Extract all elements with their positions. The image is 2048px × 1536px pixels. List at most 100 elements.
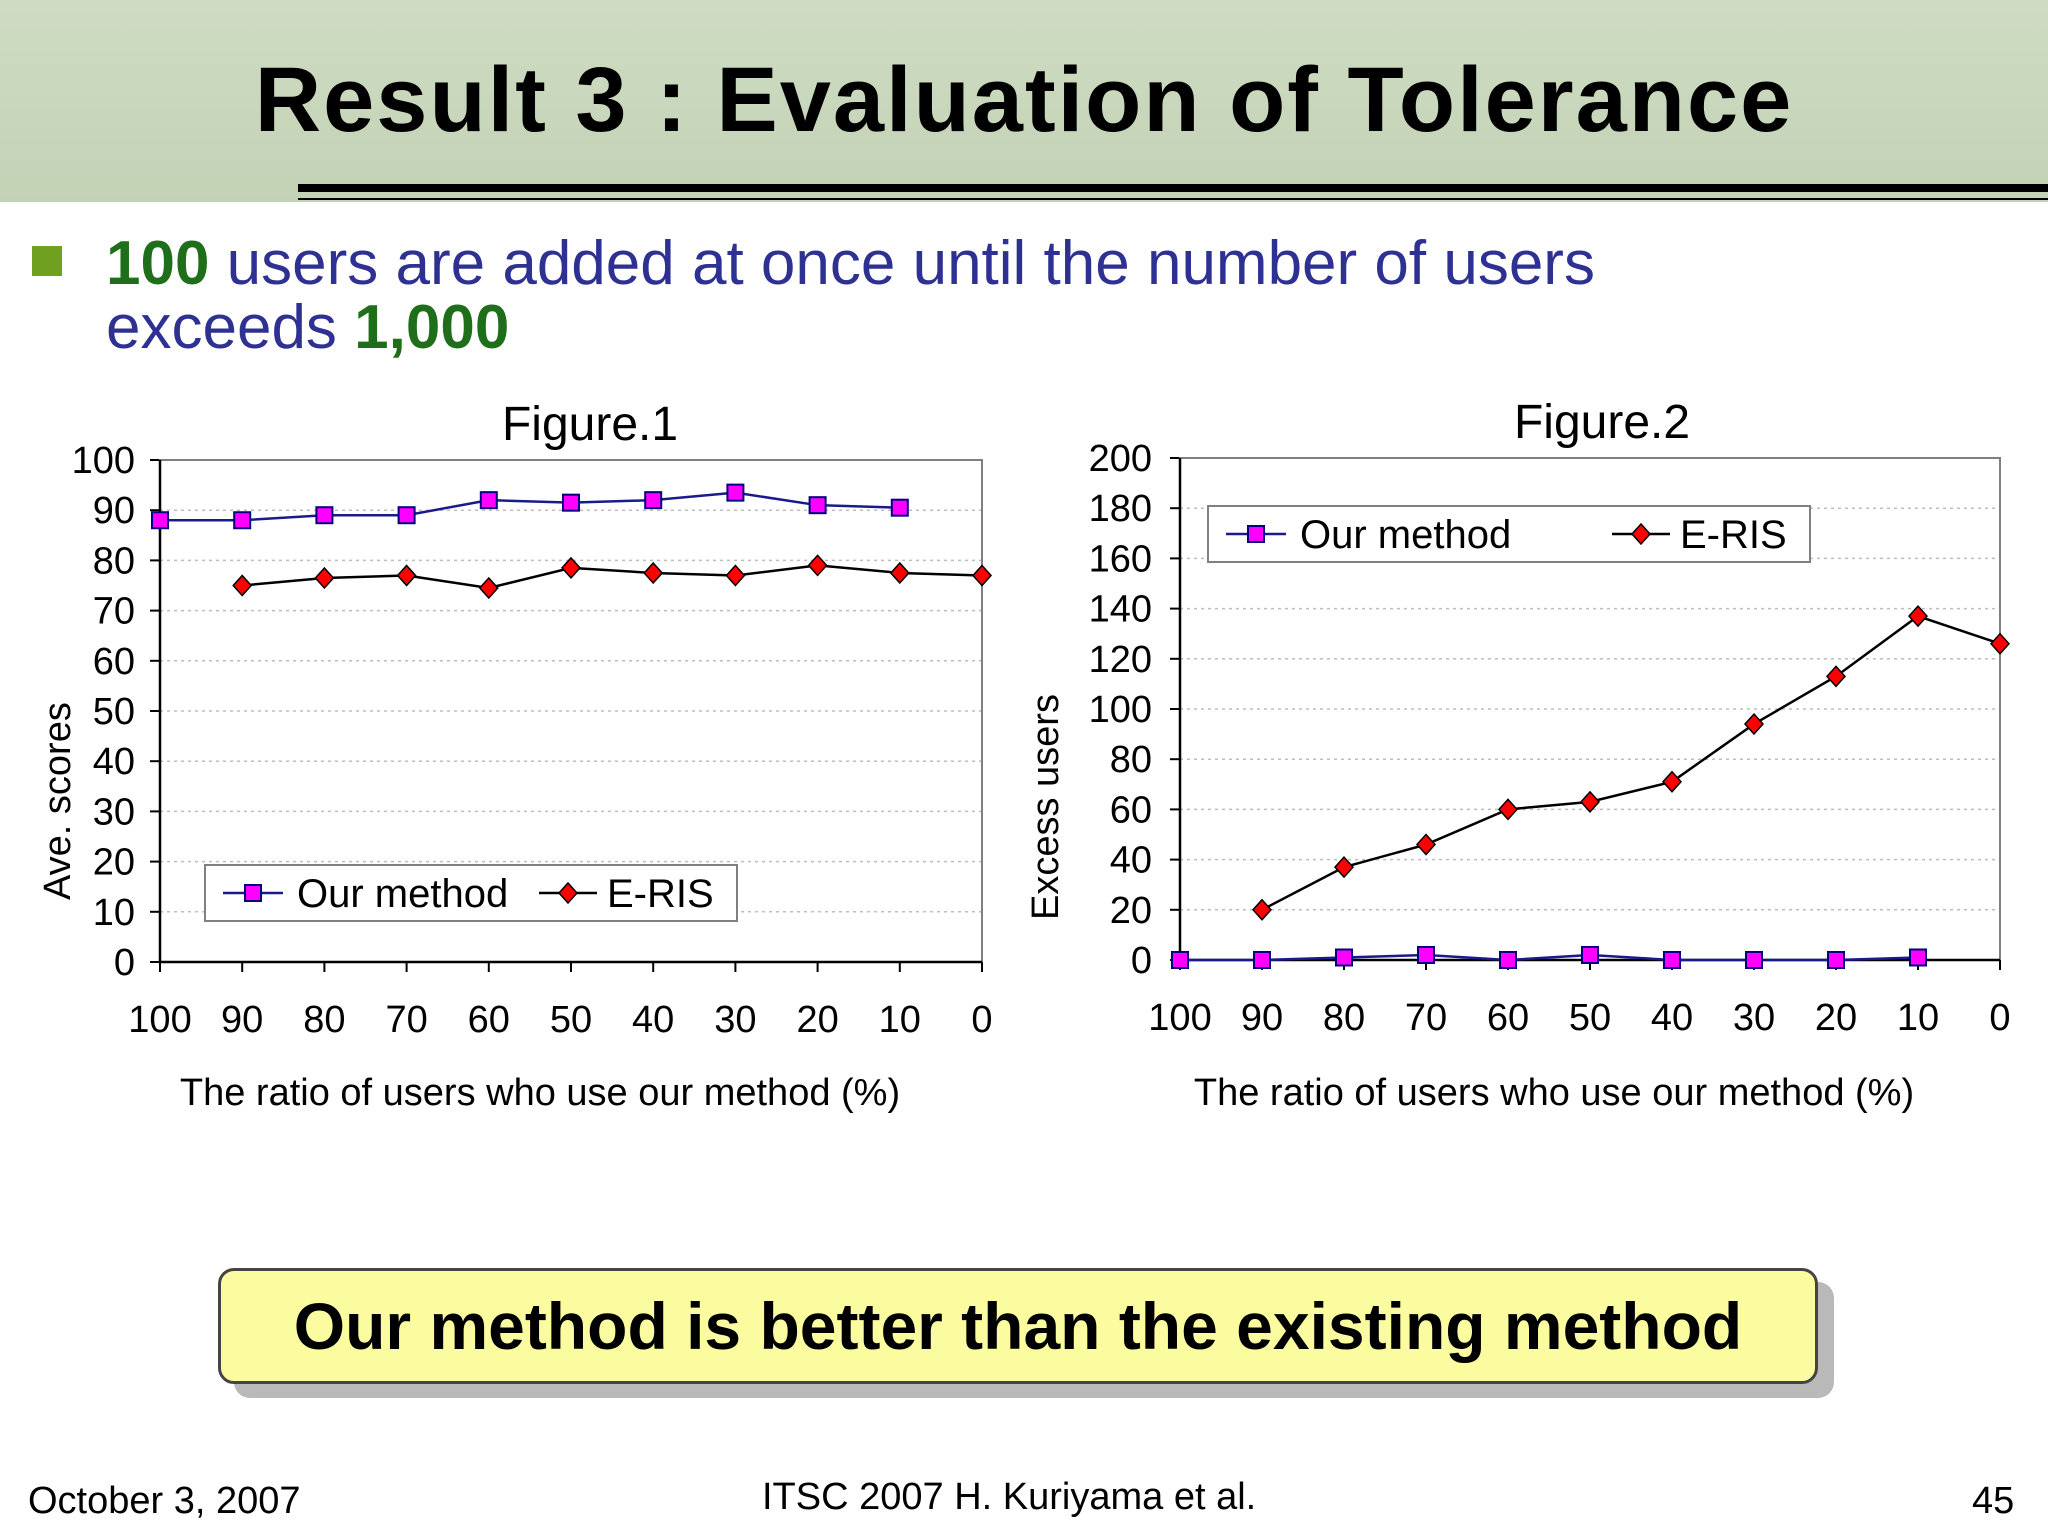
series-e-ris bbox=[1251, 605, 2011, 921]
y-tick-label: 70 bbox=[93, 591, 135, 633]
legend-label-our-method: Our method bbox=[1300, 513, 1511, 557]
data-point-diamond bbox=[314, 566, 335, 590]
data-point-diamond bbox=[396, 564, 417, 587]
data-point-square bbox=[1581, 945, 1599, 964]
legend-label-e-ris: E-RIS bbox=[1680, 513, 1787, 557]
y-tick-label: 90 bbox=[93, 490, 135, 532]
x-axis-label: The ratio of users who use our method (%… bbox=[180, 1072, 900, 1114]
y-tick-label: 80 bbox=[1110, 739, 1152, 781]
bullet-text-2: exceeds bbox=[106, 293, 355, 362]
chart-title: Figure.1 bbox=[502, 398, 678, 451]
data-point-diamond bbox=[1743, 712, 1765, 736]
y-tick-label: 160 bbox=[1089, 538, 1152, 580]
x-tick-label: 80 bbox=[1323, 997, 1365, 1039]
data-point-square bbox=[726, 483, 745, 502]
conclusion-box: Our method is better than the existing m… bbox=[218, 1268, 1818, 1384]
title-band-gap bbox=[0, 202, 298, 206]
title-rule bbox=[298, 184, 2048, 192]
x-tick-label: 50 bbox=[1569, 997, 1611, 1039]
x-tick-label: 60 bbox=[1487, 997, 1529, 1039]
data-point-diamond bbox=[725, 564, 746, 587]
data-point-diamond bbox=[1661, 770, 1683, 793]
x-tick-label: 30 bbox=[714, 999, 756, 1041]
data-point-diamond bbox=[1415, 833, 1437, 856]
y-tick-label: 40 bbox=[93, 741, 135, 783]
bullet-text: 100 users are added at once until the nu… bbox=[106, 232, 1986, 360]
footer-date: October 3, 2007 bbox=[28, 1480, 301, 1522]
legend-marker-square bbox=[1247, 525, 1265, 543]
bullet-number-1000: 1,000 bbox=[354, 293, 510, 362]
x-tick-label: 90 bbox=[1241, 997, 1283, 1039]
x-tick-label: 40 bbox=[1651, 997, 1693, 1039]
footer-page-number: 45 bbox=[1972, 1480, 2015, 1522]
series-e-ris bbox=[232, 554, 993, 600]
x-tick-label: 70 bbox=[1405, 997, 1447, 1039]
y-axis-label: Excess users bbox=[1025, 694, 1067, 920]
x-tick-label: 0 bbox=[1989, 997, 2010, 1039]
y-tick-label: 180 bbox=[1089, 488, 1152, 530]
y-axis-label: Ave. scores bbox=[37, 702, 79, 900]
chart-legend: Our method E-RIS bbox=[204, 864, 738, 922]
y-tick-label: 140 bbox=[1089, 589, 1152, 631]
slide-title: Result 3 : Evaluation of Tolerance bbox=[254, 49, 1794, 151]
y-tick-label: 60 bbox=[1110, 789, 1152, 831]
data-point-square bbox=[479, 491, 498, 510]
series-our-method bbox=[151, 483, 909, 530]
data-point-diamond bbox=[889, 561, 910, 585]
y-tick-label: 10 bbox=[93, 892, 135, 934]
series-our-method bbox=[1171, 945, 1927, 969]
y-tick-label: 120 bbox=[1089, 639, 1152, 681]
bullet-line-1: 100 users are added at once until the nu… bbox=[106, 232, 1986, 296]
x-tick-label: 0 bbox=[971, 999, 992, 1041]
y-tick-label: 60 bbox=[93, 641, 135, 683]
legend-box bbox=[1207, 505, 1811, 563]
legend-marker-diamond bbox=[557, 881, 579, 905]
data-point-diamond bbox=[232, 574, 253, 597]
y-tick-label: 40 bbox=[1110, 840, 1152, 882]
legend-marker-diamond bbox=[1630, 522, 1652, 546]
bullet-square-icon bbox=[32, 246, 62, 276]
data-point-square bbox=[890, 498, 909, 517]
data-point-diamond bbox=[560, 556, 582, 580]
data-point-square bbox=[644, 491, 663, 510]
bullet-line-2: exceeds 1,000 bbox=[106, 296, 1986, 360]
series-line bbox=[1261, 614, 2001, 911]
data-point-diamond bbox=[1989, 632, 2011, 655]
x-tick-label: 80 bbox=[303, 999, 345, 1041]
x-tick-label: 90 bbox=[221, 999, 263, 1041]
x-tick-label: 40 bbox=[632, 999, 674, 1041]
data-point-diamond bbox=[1497, 798, 1519, 821]
chart-legend: Our method E-RIS bbox=[1207, 505, 1811, 563]
footer-credit: ITSC 2007 H. Kuriyama et al. bbox=[762, 1476, 1257, 1518]
y-tick-label: 20 bbox=[93, 842, 135, 884]
data-point-square bbox=[1663, 951, 1681, 969]
legend-label-e-ris: E-RIS bbox=[607, 872, 714, 916]
data-point-diamond bbox=[478, 576, 499, 600]
data-point-diamond bbox=[807, 554, 828, 577]
x-tick-label: 50 bbox=[550, 999, 592, 1041]
title-rule-thin bbox=[298, 198, 2048, 200]
x-tick-label: 100 bbox=[1148, 997, 1211, 1039]
y-tick-label: 0 bbox=[1131, 940, 1152, 982]
data-point-diamond bbox=[1251, 898, 1273, 921]
data-point-diamond bbox=[971, 564, 993, 587]
series-line bbox=[1180, 953, 1919, 962]
y-tick-label: 30 bbox=[93, 791, 135, 833]
data-point-diamond bbox=[1579, 790, 1601, 813]
x-tick-label: 20 bbox=[1815, 997, 1857, 1039]
x-tick-label: 70 bbox=[385, 999, 427, 1041]
x-tick-label: 30 bbox=[1733, 997, 1775, 1039]
data-point-square bbox=[562, 493, 580, 512]
data-point-square bbox=[315, 506, 334, 525]
y-tick-label: 50 bbox=[93, 691, 135, 733]
data-point-square bbox=[1417, 945, 1435, 964]
data-point-square bbox=[1253, 951, 1271, 969]
chart-title: Figure.2 bbox=[1514, 396, 1690, 449]
data-point-square bbox=[1499, 951, 1517, 969]
legend-label-our-method: Our method bbox=[297, 872, 508, 916]
data-point-diamond bbox=[1333, 856, 1355, 879]
data-point-diamond bbox=[1907, 605, 1929, 628]
